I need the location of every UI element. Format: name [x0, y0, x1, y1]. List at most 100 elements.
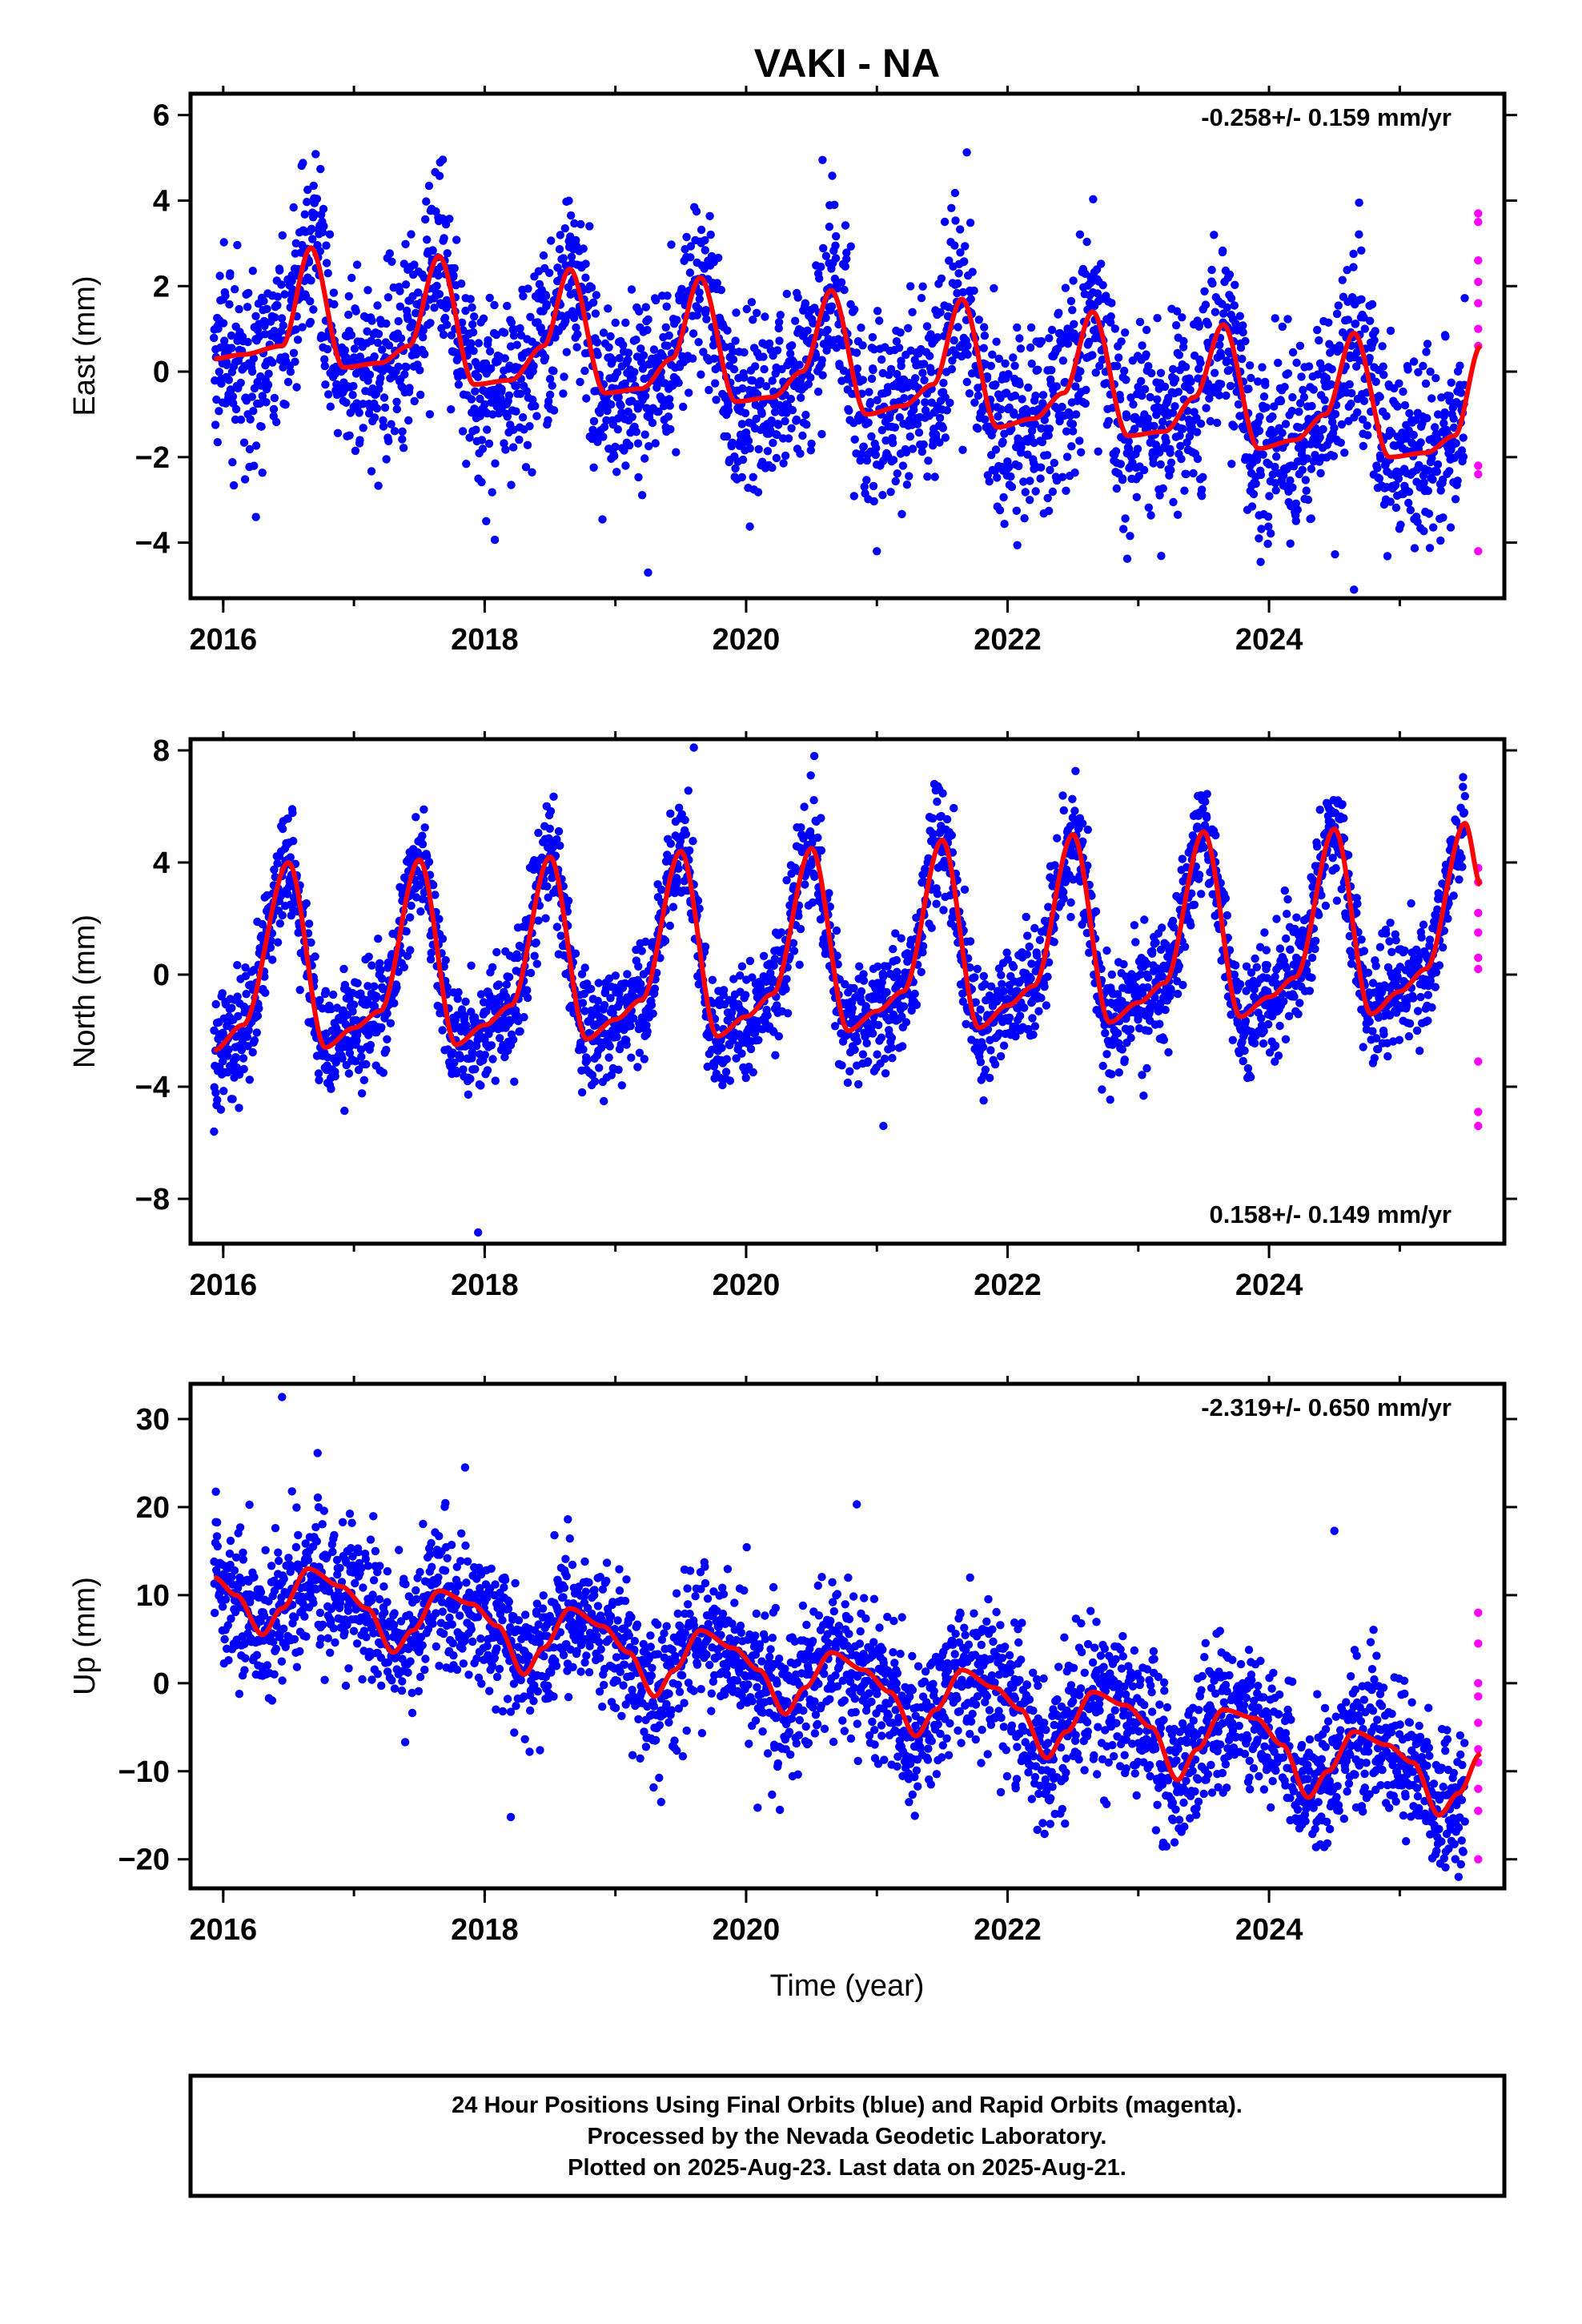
- east-final-point: [1360, 324, 1370, 333]
- east-final-point: [440, 234, 448, 243]
- east-final-point: [1121, 514, 1130, 523]
- east-final-point: [1235, 312, 1245, 320]
- north-final-point: [665, 921, 674, 931]
- east-final-point: [1071, 410, 1081, 419]
- north-final-point: [383, 1009, 391, 1018]
- east-final-point: [1295, 423, 1304, 432]
- north-final-point: [339, 964, 348, 974]
- east-final-point: [1404, 488, 1414, 497]
- east-final-point: [1193, 454, 1203, 464]
- north-final-point: [420, 823, 429, 832]
- east-final-point: [905, 472, 913, 480]
- east-final-point: [1301, 476, 1311, 485]
- east-final-point: [1110, 324, 1120, 333]
- east-final-point: [1082, 237, 1091, 247]
- east-final-point: [549, 406, 559, 415]
- east-final-point: [263, 380, 273, 389]
- east-final-point: [472, 425, 480, 434]
- north-final-point: [737, 962, 747, 971]
- north-final-point: [693, 896, 703, 905]
- north-final-point: [426, 955, 436, 964]
- east-final-point: [522, 387, 532, 396]
- east-final-point: [753, 488, 763, 497]
- east-final-point: [507, 480, 516, 489]
- east-final-point: [1098, 280, 1107, 290]
- north-final-point: [453, 995, 462, 1003]
- east-final-point: [277, 280, 286, 289]
- east-final-point: [421, 215, 430, 224]
- north-final-point: [722, 1055, 731, 1063]
- east-final-point: [379, 416, 387, 425]
- east-final-point: [1246, 361, 1255, 370]
- east-final-point: [589, 416, 599, 426]
- east-final-point: [600, 423, 609, 432]
- east-final-point: [881, 436, 890, 445]
- east-final-point: [1069, 276, 1078, 285]
- east-final-point: [740, 373, 749, 382]
- east-final-point: [695, 295, 704, 304]
- east-final-point: [1265, 492, 1274, 501]
- north-final-point: [725, 1076, 735, 1085]
- east-final-point: [982, 372, 992, 381]
- east-final-point: [1406, 505, 1415, 515]
- east-final-point: [837, 278, 846, 287]
- east-final-point: [815, 274, 824, 283]
- north-final-point: [675, 803, 684, 812]
- north-final-point: [357, 1089, 367, 1098]
- east-final-point: [966, 295, 975, 304]
- east-final-point: [1349, 249, 1358, 259]
- east-final-point: [410, 396, 419, 406]
- east-final-point: [217, 379, 226, 388]
- east-final-point: [226, 269, 235, 278]
- east-final-point: [491, 459, 500, 468]
- east-final-point: [1200, 287, 1209, 296]
- east-final-point: [1144, 362, 1153, 371]
- east-final-point: [917, 294, 926, 303]
- north-final-point: [464, 1090, 473, 1100]
- east-plot-frame: [188, 91, 1507, 601]
- north-final-point: [241, 971, 251, 981]
- north-final-point: [877, 1033, 886, 1042]
- east-final-point: [1280, 383, 1289, 392]
- east-final-point: [1182, 469, 1191, 479]
- east-final-point: [873, 396, 881, 404]
- east-final-point: [909, 405, 918, 414]
- east-final-point: [488, 488, 496, 497]
- east-final-point: [1206, 416, 1215, 426]
- east-final-point: [798, 431, 807, 440]
- east-final-point: [292, 383, 301, 392]
- east-final-point: [541, 292, 551, 300]
- east-final-point: [1043, 493, 1052, 503]
- east-final-point: [1288, 392, 1297, 402]
- east-final-point: [401, 239, 410, 248]
- east-final-point: [1095, 361, 1104, 371]
- east-final-point: [405, 384, 414, 392]
- east-final-point: [490, 300, 499, 310]
- east-final-point: [485, 347, 495, 356]
- east-final-point: [1156, 460, 1165, 469]
- north-final-point: [218, 989, 227, 998]
- east-final-point: [918, 282, 927, 291]
- east-final-point: [1423, 340, 1432, 348]
- east-final-point: [329, 288, 339, 297]
- east-final-point: [1303, 454, 1312, 463]
- north-final-point: [763, 1011, 772, 1020]
- east-final-point: [435, 290, 444, 299]
- east-final-point: [921, 398, 930, 407]
- east-final-point: [1241, 336, 1250, 346]
- east-final-point: [637, 491, 647, 500]
- north-final-point: [845, 1067, 854, 1076]
- north-final-point: [874, 1020, 883, 1030]
- north-final-point: [912, 1000, 921, 1010]
- north-final-point: [504, 972, 514, 982]
- north-final-point: [627, 1053, 636, 1062]
- north-final-point: [924, 854, 933, 863]
- east-final-point: [1062, 486, 1070, 495]
- east-final-point: [751, 362, 760, 371]
- north-final-point: [289, 837, 298, 846]
- east-final-point: [624, 348, 633, 357]
- east-final-point: [246, 415, 255, 424]
- east-final-point: [862, 476, 871, 485]
- east-final-point: [749, 472, 757, 481]
- east-final-point: [1093, 289, 1102, 298]
